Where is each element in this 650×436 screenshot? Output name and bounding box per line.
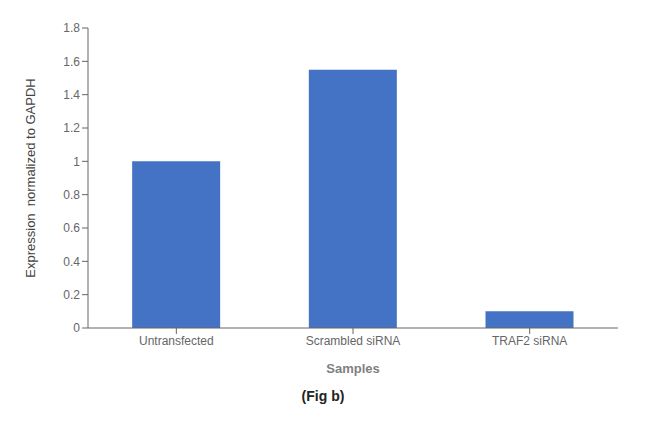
svg-text:Untransfected: Untransfected: [139, 334, 214, 348]
svg-text:TRAF2 siRNA: TRAF2 siRNA: [492, 334, 567, 348]
svg-text:0.8: 0.8: [63, 188, 80, 202]
svg-text:1.8: 1.8: [63, 21, 80, 35]
svg-text:0.2: 0.2: [63, 288, 80, 302]
svg-text:Scrambled siRNA: Scrambled siRNA: [306, 334, 401, 348]
svg-text:0.4: 0.4: [63, 255, 80, 269]
svg-text:0: 0: [73, 321, 80, 335]
svg-text:Expression normalized to GAPD: Expression normalized to GAPDH: [23, 78, 38, 277]
svg-text:1.6: 1.6: [63, 55, 80, 69]
html-text:(Fig b): (Fig b): [301, 388, 345, 404]
svg-text:1: 1: [73, 155, 80, 169]
svg-text:0.6: 0.6: [63, 221, 80, 235]
svg-text:Samples: Samples: [326, 361, 379, 376]
svg-text:1.4: 1.4: [63, 88, 80, 102]
svg-text:1.2: 1.2: [63, 121, 80, 135]
